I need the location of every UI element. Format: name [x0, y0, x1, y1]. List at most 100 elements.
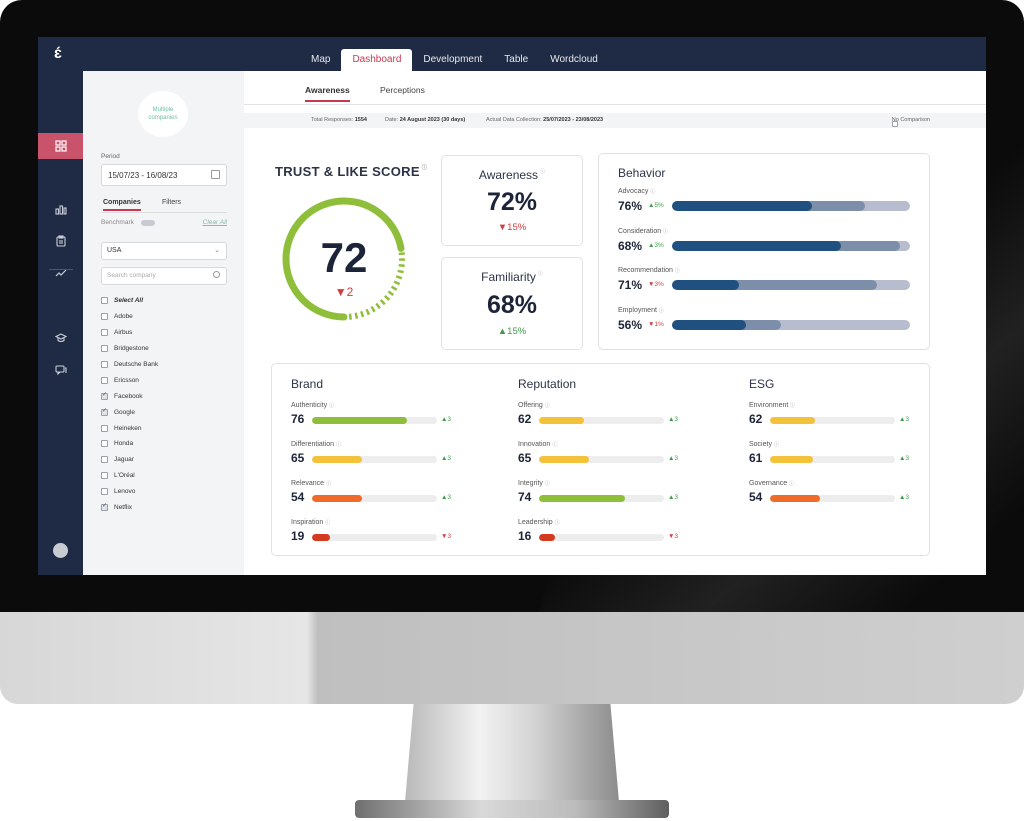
tab-filters[interactable]: Filters — [162, 199, 182, 206]
rail-messages[interactable] — [38, 357, 83, 383]
company-item[interactable]: Ericsson — [101, 372, 227, 388]
company-item[interactable]: Facebook — [101, 388, 227, 404]
gauge-remaining-arc — [283, 198, 405, 320]
period-date-field[interactable]: 15/07/23 - 16/08/23 — [101, 164, 227, 186]
behavior-row: Advocacy ⓘ 76% ▲5% — [618, 188, 913, 218]
dashboard-main: Awareness Perceptions Total Responses: 1… — [244, 71, 986, 575]
tab-dashboard[interactable]: Dashboard — [341, 49, 413, 71]
company-search-input[interactable]: Search company — [101, 267, 227, 285]
checkbox[interactable] — [101, 391, 108, 400]
info-icon[interactable]: ⓘ — [773, 442, 779, 448]
checkbox[interactable] — [101, 502, 108, 512]
info-icon[interactable]: ⓘ — [554, 520, 560, 526]
search-placeholder: Search company — [107, 272, 156, 279]
checkbox[interactable] — [101, 361, 108, 368]
metric-bar-fill — [539, 495, 626, 502]
info-icon[interactable]: ⓘ — [336, 442, 342, 448]
info-icon[interactable]: ⓘ — [790, 403, 796, 409]
metric-delta: ▲3 — [441, 416, 452, 423]
tab-development[interactable]: Development — [423, 54, 483, 65]
company-list: Select All Adobe Airbus Bridgestone Deutsch… — [101, 293, 227, 515]
rail-trends[interactable] — [38, 260, 83, 286]
tab-companies[interactable]: Companies — [103, 199, 141, 211]
driver-metrics-card: Brand Authenticity ⓘ 76 ▲3 Differentiation ⓘ 65… — [271, 363, 930, 556]
monitor-stand — [405, 704, 619, 802]
info-icon[interactable]: ⓘ — [789, 481, 795, 487]
company-item[interactable]: Honda — [101, 436, 227, 452]
checkbox[interactable] — [101, 456, 108, 464]
checkbox[interactable] — [101, 424, 108, 432]
company-item[interactable]: Google — [101, 404, 227, 420]
tab-map[interactable]: Map — [311, 54, 331, 65]
checkbox[interactable] — [101, 297, 108, 305]
metric-row: Innovation ⓘ 65 ▲3 — [518, 441, 728, 471]
tab-table[interactable]: Table — [504, 54, 529, 65]
company-item[interactable]: Bridgestone — [101, 341, 227, 357]
company-item[interactable]: Heineken — [101, 420, 227, 436]
info-icon[interactable]: ⓘ — [658, 308, 664, 314]
user-avatar[interactable] — [53, 543, 68, 558]
info-icon[interactable]: ⓘ — [537, 271, 543, 277]
company-item[interactable]: Jaguar — [101, 452, 227, 468]
rail-reports[interactable] — [38, 228, 83, 254]
benchmark-label: Benchmark — [101, 219, 134, 226]
info-icon[interactable]: ⓘ — [540, 169, 546, 175]
checkbox[interactable] — [101, 440, 108, 448]
tab-awareness[interactable]: Awareness — [305, 85, 350, 102]
company-item[interactable]: Airbus — [101, 325, 227, 341]
checkbox[interactable] — [101, 488, 108, 496]
checkbox[interactable] — [101, 407, 108, 416]
rail-charts[interactable] — [38, 196, 83, 222]
info-icon[interactable]: ⓘ — [544, 403, 550, 409]
company-item[interactable]: L'Oréal — [101, 468, 227, 484]
checkbox[interactable] — [101, 313, 108, 321]
info-icon[interactable]: ⓘ — [325, 520, 331, 526]
metric-value: 65 — [291, 451, 305, 465]
clear-all-link[interactable]: Clear All — [202, 219, 227, 226]
info-icon[interactable]: ⓘ — [329, 403, 335, 409]
checkbox[interactable] — [891, 121, 898, 127]
rail-learning[interactable] — [38, 325, 83, 351]
checkbox[interactable] — [101, 345, 108, 353]
responses-info: Total Responses: 1554 — [311, 117, 367, 123]
metric-bar-fill — [312, 495, 362, 502]
info-icon[interactable]: ⓘ — [674, 268, 680, 274]
company-label: Airbus — [114, 329, 133, 337]
company-item[interactable]: Netflix — [101, 500, 227, 516]
metric-delta: ▲3 — [668, 416, 679, 423]
tab-wordcloud[interactable]: Wordcloud — [550, 54, 598, 65]
monitor-base — [355, 800, 669, 818]
app-logo[interactable]: ɛ́ — [54, 45, 62, 62]
benchmark-toggle[interactable] — [141, 220, 155, 226]
metric-bar — [539, 534, 664, 541]
checkbox[interactable] — [101, 329, 108, 337]
info-icon[interactable]: ⓘ — [326, 481, 332, 487]
gauge-arc — [282, 197, 406, 321]
rail-dashboard[interactable] — [38, 133, 83, 159]
checkbox[interactable] — [101, 472, 108, 480]
select-all-item[interactable]: Select All — [101, 293, 227, 309]
company-item[interactable]: Deutsche Bank — [101, 357, 227, 373]
metric-label: Innovation ⓘ — [518, 441, 558, 448]
metric-value: 65 — [518, 451, 532, 465]
behavior-value: 56% — [618, 318, 643, 332]
company-label: Adobe — [114, 313, 133, 321]
company-item[interactable]: Lenovo — [101, 484, 227, 500]
info-icon[interactable]: ⓘ — [552, 442, 558, 448]
metric-delta: ▲3 — [899, 455, 910, 462]
country-select[interactable]: USA ⌄ — [101, 242, 227, 260]
info-icon[interactable]: ⓘ — [663, 229, 669, 235]
tab-perceptions[interactable]: Perceptions — [380, 85, 425, 95]
info-icon[interactable]: ⓘ — [421, 165, 428, 171]
company-item[interactable]: Adobe — [101, 309, 227, 325]
metric-row: Offering ⓘ 62 ▲3 — [518, 402, 728, 432]
checkbox[interactable] — [101, 376, 108, 384]
no-comparison-option[interactable]: No Comparison — [891, 117, 930, 127]
info-icon[interactable]: ⓘ — [544, 481, 550, 487]
metric-bar-fill — [312, 534, 330, 541]
metric-label: Society ⓘ — [749, 441, 779, 448]
metric-bar — [539, 417, 664, 424]
metric-bar-fill — [312, 417, 407, 424]
info-icon[interactable]: ⓘ — [650, 189, 656, 195]
trust-score-value: 72 — [320, 234, 368, 281]
